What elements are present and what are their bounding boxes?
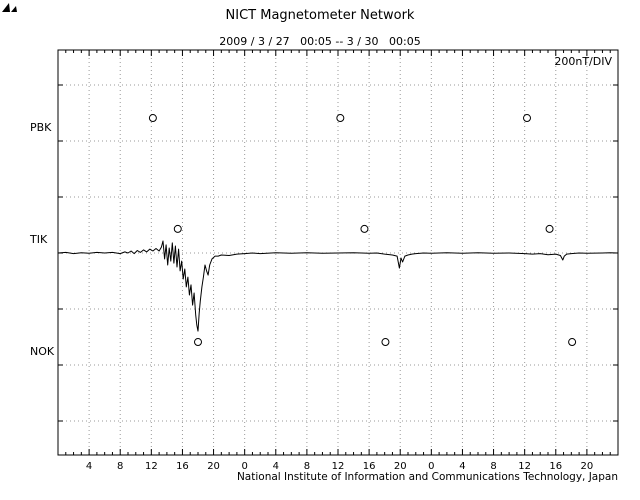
x-tick-label: 12 [332, 461, 345, 472]
institute-footer: National Institute of Information and Co… [236, 471, 618, 483]
x-tick-label: 20 [394, 461, 407, 472]
x-tick-label: 4 [273, 461, 279, 472]
page-title: NICT Magnetometer Network [225, 8, 415, 23]
x-tick-label: 0 [241, 461, 247, 472]
data-marker-circle [360, 224, 369, 233]
station-label-nok: NOK [30, 345, 55, 358]
x-tick-label: 12 [518, 461, 531, 472]
data-marker-circle [173, 224, 182, 233]
x-tick-label: 16 [176, 461, 189, 472]
x-tick-label: 4 [459, 461, 465, 472]
x-tick-label: 8 [117, 461, 123, 472]
data-marker-circle [336, 114, 345, 123]
x-tick-label: 12 [145, 461, 158, 472]
x-tick-label: 8 [304, 461, 310, 472]
axis-ticks [58, 50, 618, 455]
data-marker-circle [523, 114, 531, 123]
data-marker-circle [568, 338, 577, 347]
corner-mark-icon [2, 3, 17, 12]
time-range-subtitle: 2009 / 3 / 27 00:05 -- 3 / 30 00:05 [219, 35, 421, 48]
data-markers [148, 114, 577, 347]
x-tick-label: 16 [363, 461, 376, 472]
x-tick-label: 4 [86, 461, 92, 472]
x-tick-label: 0 [428, 461, 434, 472]
scale-per-division-label: 200nT/DIV [554, 55, 612, 68]
station-label-pbk: PBK [30, 121, 52, 134]
data-marker-circle [381, 338, 390, 347]
x-tick-label: 20 [581, 461, 594, 472]
x-tick-label: 16 [549, 461, 562, 472]
data-marker-circle [148, 114, 157, 123]
x-tick-labels: 4 8 12 16 20 0 4 8 12 16 20 0 4 8 12 16 20 [86, 461, 593, 472]
x-tick-label: 8 [490, 461, 496, 472]
x-tick-label: 20 [207, 461, 220, 472]
station-label-tik: TIK [30, 233, 48, 246]
data-marker-circle [194, 338, 202, 347]
data-marker-circle [545, 224, 554, 233]
tik-trace-line [57, 240, 619, 332]
